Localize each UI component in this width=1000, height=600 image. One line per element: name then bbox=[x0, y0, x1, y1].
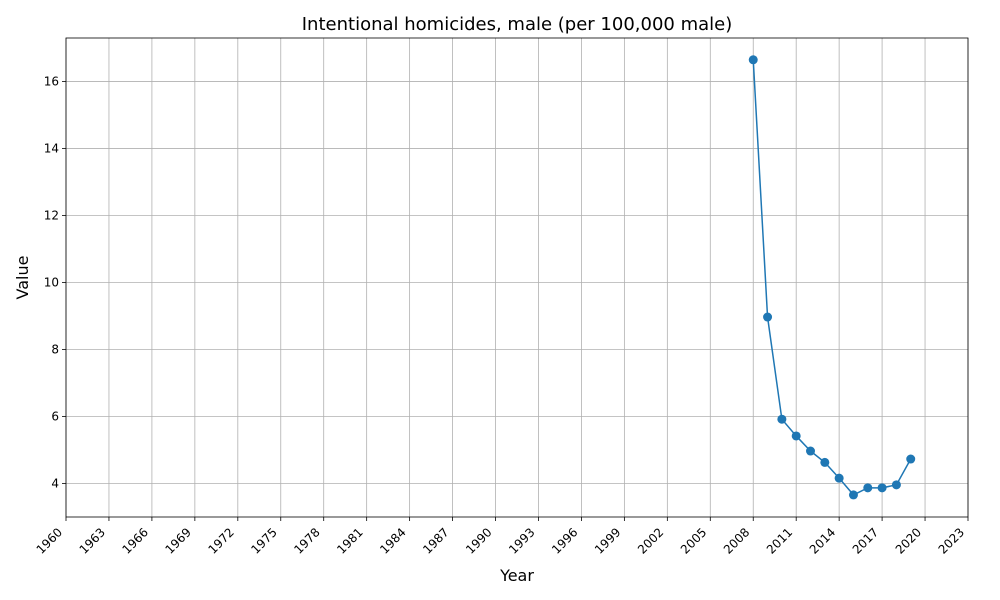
y-tick-label: 8 bbox=[51, 343, 59, 357]
data-point bbox=[834, 473, 844, 483]
grid bbox=[65, 38, 969, 517]
plot-area-frame bbox=[65, 37, 969, 518]
y-tick-label: 10 bbox=[44, 276, 59, 290]
x-tick-label: 1996 bbox=[549, 525, 580, 556]
y-tick-label: 6 bbox=[51, 410, 59, 424]
x-tick-label: 1987 bbox=[420, 525, 451, 556]
x-tick-label: 2002 bbox=[635, 525, 666, 556]
x-tick-label: 2011 bbox=[764, 525, 795, 556]
x-tick-label: 2008 bbox=[721, 525, 752, 556]
x-tick-label: 1978 bbox=[291, 525, 322, 556]
y-tick-label: 4 bbox=[51, 477, 59, 491]
x-tick-label: 1975 bbox=[248, 525, 279, 556]
data-point bbox=[877, 483, 887, 493]
y-tick-label: 12 bbox=[44, 209, 59, 223]
series-line bbox=[752, 59, 912, 496]
data-point bbox=[848, 490, 858, 500]
y-axis: 4 6 8 10 12 14 16 bbox=[44, 75, 66, 491]
x-tick-label: 1999 bbox=[592, 525, 623, 556]
x-tick-label: 1963 bbox=[77, 525, 108, 556]
x-tick-label: 2017 bbox=[850, 525, 881, 556]
series-layer bbox=[748, 55, 916, 500]
data-point bbox=[906, 454, 916, 464]
chart-title: Intentional homicides, male (per 100,000… bbox=[302, 14, 733, 35]
data-point bbox=[820, 457, 830, 467]
data-point bbox=[791, 431, 801, 441]
x-tick-label: 2005 bbox=[678, 525, 709, 556]
data-point bbox=[777, 414, 787, 424]
x-tick-label: 1960 bbox=[34, 525, 65, 556]
x-tick-label: 2014 bbox=[807, 525, 838, 556]
x-axis: 1960 1963 1966 1969 1972 1975 1978 1981 1984 1987… bbox=[34, 517, 969, 557]
x-tick-label: 1993 bbox=[506, 525, 537, 556]
y-tick-label: 14 bbox=[44, 142, 59, 156]
data-point bbox=[806, 446, 816, 456]
x-tick-label: 1990 bbox=[463, 525, 494, 556]
y-tick-label: 16 bbox=[44, 75, 59, 89]
x-tick-label: 2023 bbox=[936, 525, 967, 556]
data-point bbox=[863, 483, 873, 493]
y-axis-label: Value bbox=[13, 256, 32, 300]
data-point bbox=[748, 55, 758, 65]
x-tick-label: 1972 bbox=[205, 525, 236, 556]
x-tick-label: 2020 bbox=[893, 525, 924, 556]
data-point bbox=[891, 480, 901, 490]
x-tick-label: 1984 bbox=[377, 525, 408, 556]
data-point bbox=[763, 312, 773, 322]
x-tick-label: 1981 bbox=[334, 525, 365, 556]
x-axis-label: Year bbox=[499, 566, 534, 585]
x-tick-label: 1969 bbox=[162, 525, 193, 556]
x-tick-label: 1966 bbox=[120, 525, 151, 556]
